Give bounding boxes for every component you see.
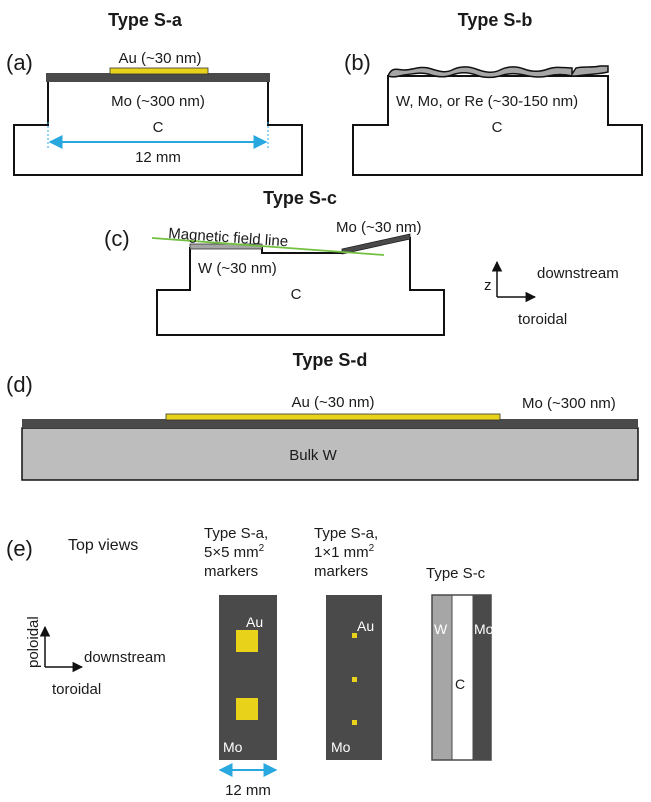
downstream-label: downstream	[84, 649, 166, 666]
view1-title-text: 5×5 mm	[204, 544, 259, 561]
w-label: W (~30 nm)	[198, 260, 277, 277]
toroidal-label: toroidal	[52, 681, 101, 698]
downstream-label: downstream	[537, 265, 619, 282]
panel-b: Type S-b (b) W, Mo, or Re (~30-150 nm) C	[344, 10, 643, 176]
au-label: Au (~30 nm)	[119, 50, 202, 67]
au-label: Au	[357, 618, 374, 634]
au-label: Au (~30 nm)	[292, 394, 375, 411]
panel-c-title: Type S-c	[263, 188, 337, 208]
panel-b-title: Type S-b	[458, 10, 533, 30]
top-view-axes: poloidal downstream toroidal	[25, 616, 166, 698]
view2-title-line1: Type S-a,	[314, 525, 378, 542]
carbon-substrate	[352, 75, 643, 176]
view1-title-line1: Type S-a,	[204, 525, 268, 542]
panel-a-title: Type S-a	[108, 10, 183, 30]
view2-title-text: 1×1 mm	[314, 544, 369, 561]
view2-title-line2: 1×1 mm2	[314, 543, 375, 561]
panel-d-title: Type S-d	[293, 350, 368, 370]
panel-e-letter: (e)	[6, 536, 33, 561]
au-marker-bottom	[352, 720, 357, 725]
mo-label: Mo	[331, 739, 351, 755]
w-label: W	[434, 621, 448, 637]
view1-title-line2: 5×5 mm2	[204, 543, 265, 561]
view2-title-line3: markers	[314, 563, 368, 580]
au-marker-bottom	[236, 698, 258, 720]
panel-c: Type S-c (c) Magnetic field line Mo (~30…	[104, 188, 619, 336]
top-views-title: Top views	[68, 537, 138, 554]
panel-c-letter: (c)	[104, 226, 130, 251]
panel-b-letter: (b)	[344, 50, 371, 75]
view2-title-superscript: 2	[369, 543, 375, 554]
carbon-label: C	[291, 286, 302, 303]
bulk-label: Bulk W	[289, 447, 337, 464]
poloidal-label: poloidal	[25, 616, 42, 668]
panel-e: (e) Top views poloidal downstream toroid…	[6, 525, 494, 799]
mo-sample	[219, 595, 277, 760]
carbon-label: C	[492, 119, 503, 136]
width-label: 12 mm	[225, 782, 271, 799]
mo-label: Mo	[474, 621, 494, 637]
carbon-substrate	[156, 236, 445, 336]
au-marker	[109, 67, 209, 75]
mo-strip	[473, 595, 491, 760]
view1-title-line3: markers	[204, 563, 258, 580]
au-marker-top	[352, 633, 357, 638]
view1-title-superscript: 2	[259, 543, 265, 554]
carbon-label: C	[153, 119, 164, 136]
mo-label: Mo	[223, 739, 243, 755]
panel-d-letter: (d)	[6, 372, 33, 397]
panel-d: Type S-d (d) Au (~30 nm) Mo (~300 nm) Bu…	[6, 350, 639, 481]
bulk-w	[21, 427, 639, 481]
top-view-type-s-c: Type S-c W C Mo	[426, 565, 494, 761]
w-strip	[432, 595, 452, 760]
mo-label: Mo (~30 nm)	[336, 219, 421, 236]
carbon-label: C	[455, 676, 465, 692]
view3-title: Type S-c	[426, 565, 486, 582]
mo-layer	[22, 419, 638, 428]
top-view-1x1-markers: Type S-a, 1×1 mm2 markers Au Mo	[314, 525, 382, 760]
sample-outline	[431, 594, 492, 761]
width-label: 12 mm	[135, 149, 181, 166]
z-axis-label: z	[484, 277, 492, 294]
panel-a: Type S-a (a) Au (~30 nm) Mo (~300 nm) C …	[6, 10, 303, 176]
mo-label: Mo (~300 nm)	[111, 93, 205, 110]
coordinate-axes: z downstream toroidal	[484, 260, 619, 328]
panel-a-letter: (a)	[6, 50, 33, 75]
magnetic-field-line	[151, 237, 385, 256]
mo-layer	[46, 73, 270, 82]
au-layer	[165, 413, 501, 421]
toroidal-label: toroidal	[518, 311, 567, 328]
film-label: W, Mo, or Re (~30-150 nm)	[396, 93, 578, 110]
mo-label: Mo (~300 nm)	[522, 395, 616, 412]
au-marker-top	[236, 630, 258, 652]
top-view-5x5-markers: Type S-a, 5×5 mm2 markers Au Mo 12 mm	[204, 525, 278, 799]
au-label: Au	[246, 614, 263, 630]
au-marker-middle	[352, 677, 357, 682]
rough-film	[387, 65, 609, 79]
